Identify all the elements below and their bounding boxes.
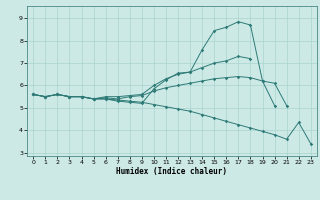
X-axis label: Humidex (Indice chaleur): Humidex (Indice chaleur) xyxy=(116,167,228,176)
